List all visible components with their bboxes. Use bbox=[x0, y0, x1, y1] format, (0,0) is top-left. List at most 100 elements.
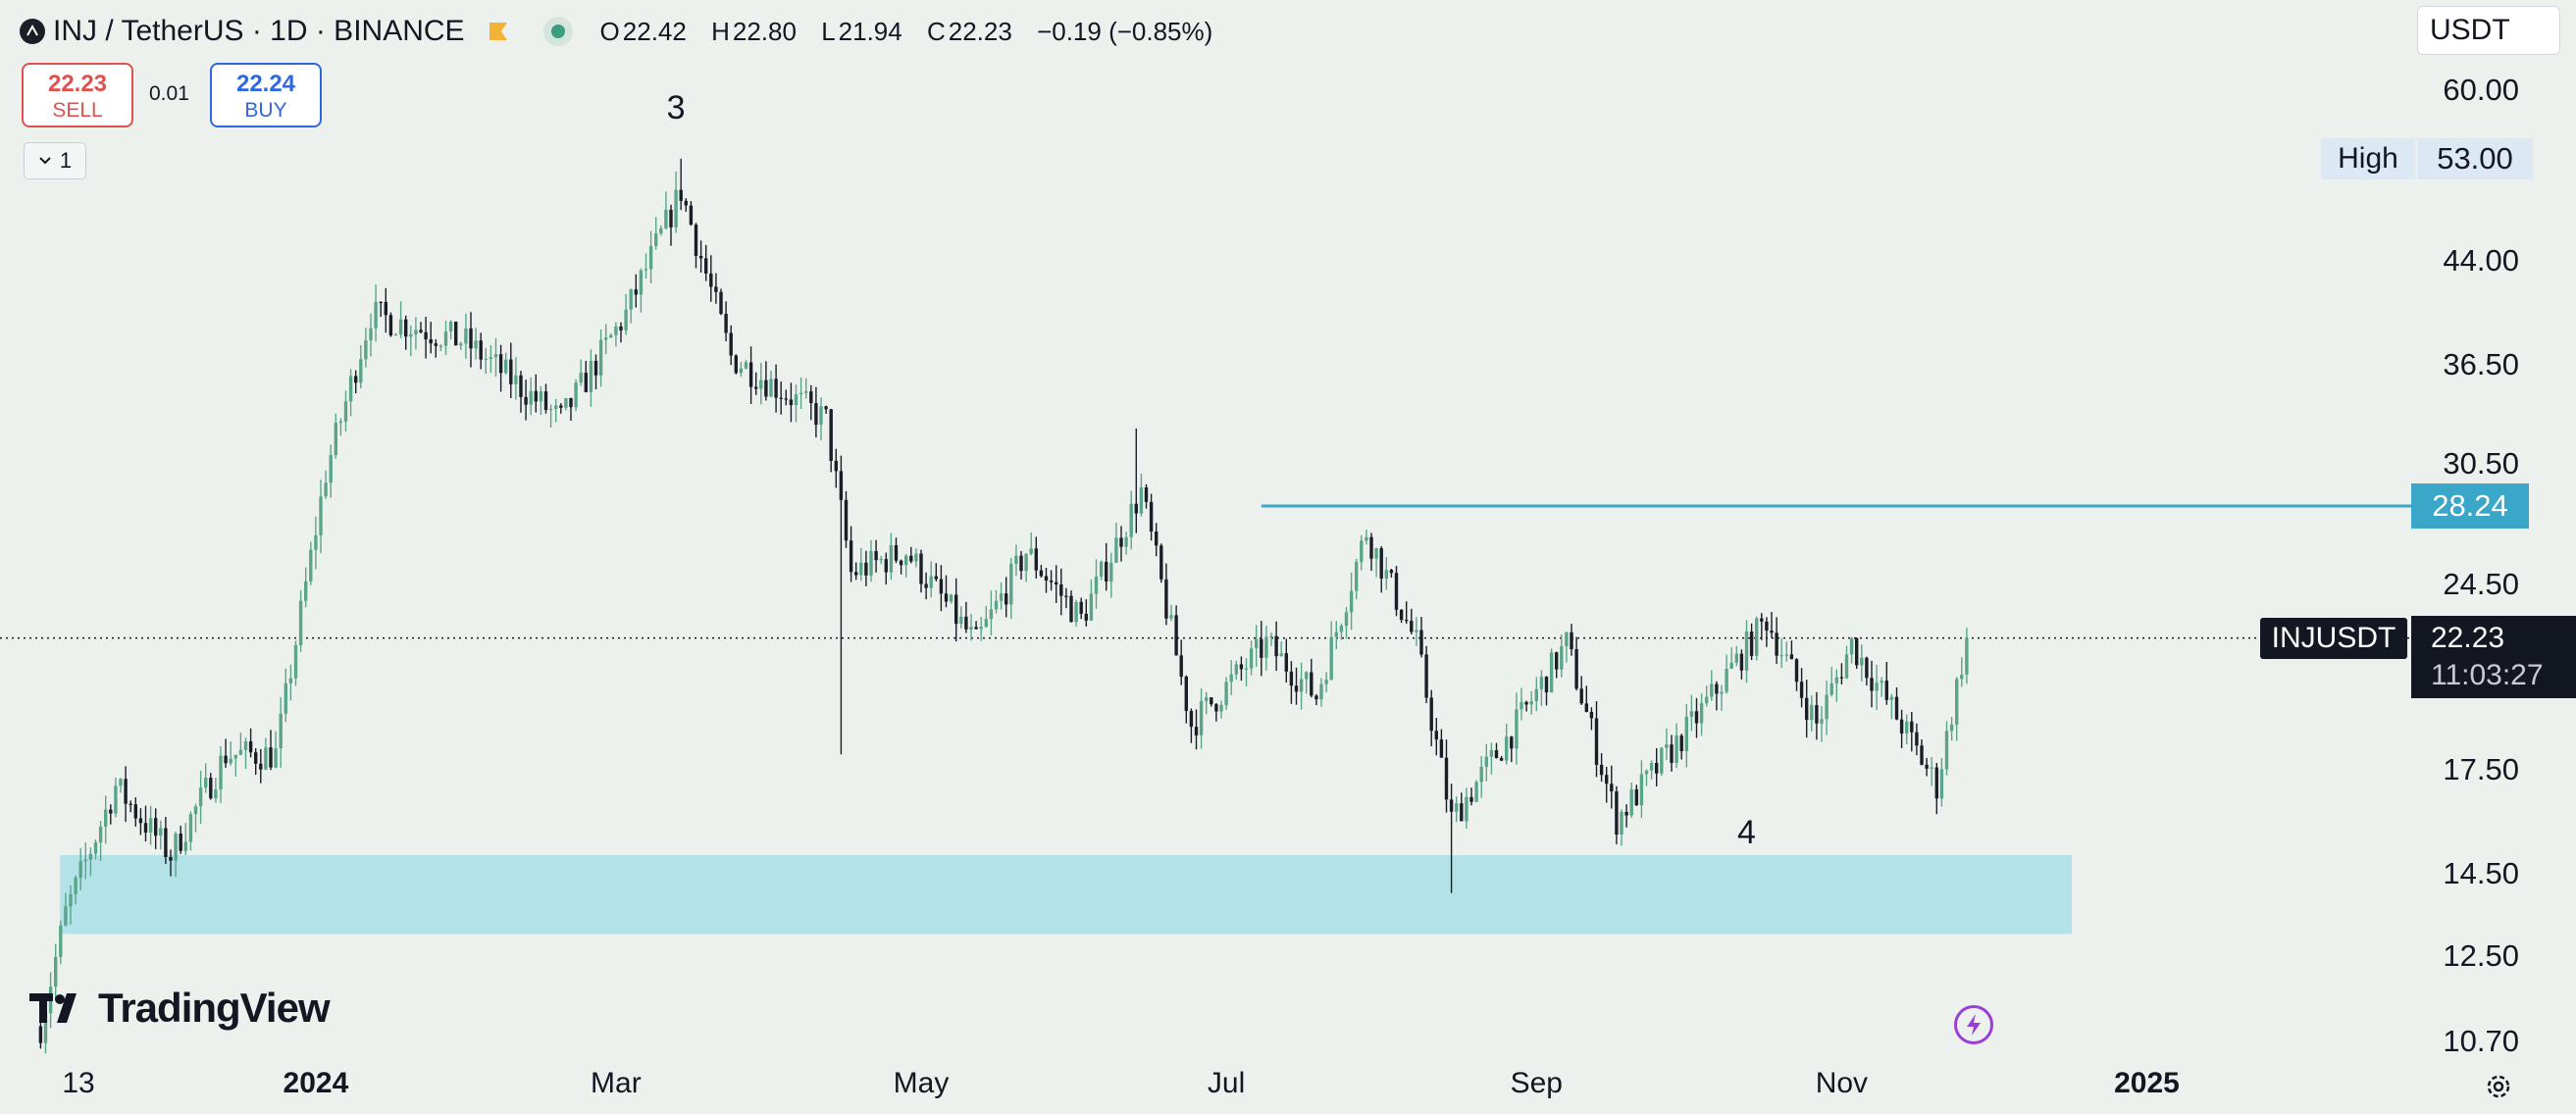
candle-body bbox=[1134, 503, 1138, 514]
candle-body bbox=[1529, 701, 1533, 705]
time-tick: 13 bbox=[62, 1067, 95, 1099]
candle-body bbox=[1665, 744, 1669, 748]
support-zone[interactable] bbox=[60, 854, 2072, 935]
price-tick: 60.00 bbox=[2443, 73, 2519, 107]
candle-body bbox=[1825, 694, 1829, 720]
high-value-ohlc: 22.80 bbox=[732, 16, 797, 46]
candle-body bbox=[1574, 649, 1578, 689]
candle-body bbox=[1784, 654, 1788, 656]
candle-body bbox=[564, 397, 568, 408]
candle-body bbox=[74, 878, 77, 895]
symbol-header[interactable]: INJ / TetherUS · 1D · BINANCE O 22.42 H 22… bbox=[20, 10, 1230, 53]
candle-body bbox=[1484, 756, 1488, 767]
price-tick: 17.50 bbox=[2443, 752, 2519, 787]
candle-body bbox=[1949, 724, 1954, 732]
candle-body bbox=[183, 841, 187, 851]
candle-body bbox=[789, 399, 794, 406]
currency-selector[interactable]: USDT bbox=[2417, 6, 2560, 55]
candle-body bbox=[93, 842, 98, 854]
candle-body bbox=[1119, 537, 1123, 547]
candle-body bbox=[314, 534, 318, 550]
candle-body bbox=[379, 301, 383, 303]
candle-body bbox=[944, 593, 949, 602]
candle-body bbox=[1934, 767, 1938, 799]
candle-body bbox=[1460, 803, 1464, 822]
candle-body bbox=[1079, 601, 1083, 614]
candle-body bbox=[1505, 736, 1509, 761]
candle-body bbox=[819, 406, 823, 426]
candle-body bbox=[1729, 662, 1733, 670]
indicators-collapse-button[interactable]: 1 bbox=[24, 142, 86, 179]
candle-body bbox=[1339, 626, 1344, 633]
wave-3-label[interactable]: 3 bbox=[666, 89, 686, 127]
candle-body bbox=[1760, 618, 1764, 622]
lightning-icon[interactable] bbox=[1954, 1005, 1993, 1044]
candle-body bbox=[1284, 653, 1288, 672]
candle-body bbox=[388, 315, 393, 336]
candle-body bbox=[138, 818, 143, 824]
symbol-title[interactable]: INJ / TetherUS · 1D · BINANCE bbox=[53, 15, 465, 47]
candle-body bbox=[824, 406, 828, 410]
candle-body bbox=[38, 1026, 43, 1043]
last-price-badge: 22.23 11:03:27 bbox=[2411, 615, 2576, 698]
candle-body bbox=[109, 809, 113, 814]
candle-body bbox=[1455, 803, 1459, 812]
candle-body bbox=[1199, 700, 1204, 735]
candle-body bbox=[1399, 609, 1404, 621]
candle-body bbox=[264, 747, 268, 770]
candle-body bbox=[1799, 682, 1804, 698]
candle-body bbox=[1415, 630, 1418, 633]
candle-body bbox=[1775, 633, 1778, 656]
candle-body bbox=[259, 763, 263, 770]
buy-button[interactable]: 22.24 BUY bbox=[210, 63, 322, 127]
candle-body bbox=[1334, 632, 1338, 637]
candle-body bbox=[1829, 683, 1833, 695]
candle-body bbox=[443, 330, 448, 346]
wave-4-label[interactable]: 4 bbox=[1737, 813, 1756, 851]
candle-body bbox=[1194, 727, 1199, 735]
candle-body bbox=[1875, 683, 1879, 691]
candle-body bbox=[598, 339, 603, 376]
candle-body bbox=[129, 803, 132, 805]
candle-body bbox=[1944, 731, 1949, 770]
inj-coin-icon bbox=[20, 19, 45, 44]
sell-price: 22.23 bbox=[47, 71, 108, 97]
candle-body bbox=[319, 496, 323, 535]
time-tick: 2024 bbox=[283, 1067, 349, 1099]
candle-body bbox=[1219, 704, 1223, 712]
candle-body bbox=[1434, 731, 1438, 740]
candle-body bbox=[1419, 630, 1423, 655]
candle-body bbox=[1379, 548, 1383, 579]
candle-body bbox=[469, 328, 473, 349]
candle-body bbox=[1465, 796, 1468, 822]
candle-body bbox=[424, 331, 428, 340]
candle-body bbox=[989, 609, 994, 620]
candle-body bbox=[243, 741, 248, 750]
candle-body bbox=[1289, 671, 1294, 686]
candle-body bbox=[534, 390, 538, 402]
candle-body bbox=[274, 748, 278, 768]
candle-body bbox=[334, 423, 337, 456]
candle-body bbox=[994, 600, 999, 610]
candle-body bbox=[1834, 677, 1838, 684]
candle-body bbox=[1610, 784, 1614, 791]
high-value: 53.00 bbox=[2417, 137, 2533, 179]
candle-body bbox=[859, 562, 863, 576]
candle-body bbox=[1074, 601, 1078, 623]
candle-body bbox=[1310, 672, 1314, 696]
candle-body bbox=[809, 391, 813, 404]
candle-body bbox=[1474, 782, 1478, 802]
candle-body bbox=[298, 600, 303, 645]
candle-body bbox=[1694, 711, 1699, 724]
sell-button[interactable]: 22.23 SELL bbox=[22, 63, 133, 127]
flag-icon[interactable] bbox=[487, 20, 510, 43]
candle-body bbox=[624, 309, 628, 330]
candle-body bbox=[1479, 766, 1483, 783]
open-key: O bbox=[599, 16, 620, 46]
market-status-icon[interactable] bbox=[542, 17, 573, 46]
settings-gear-icon[interactable] bbox=[2484, 1072, 2513, 1101]
tradingview-logo[interactable]: TradingView bbox=[29, 985, 331, 1032]
candle-body bbox=[1925, 764, 1929, 769]
